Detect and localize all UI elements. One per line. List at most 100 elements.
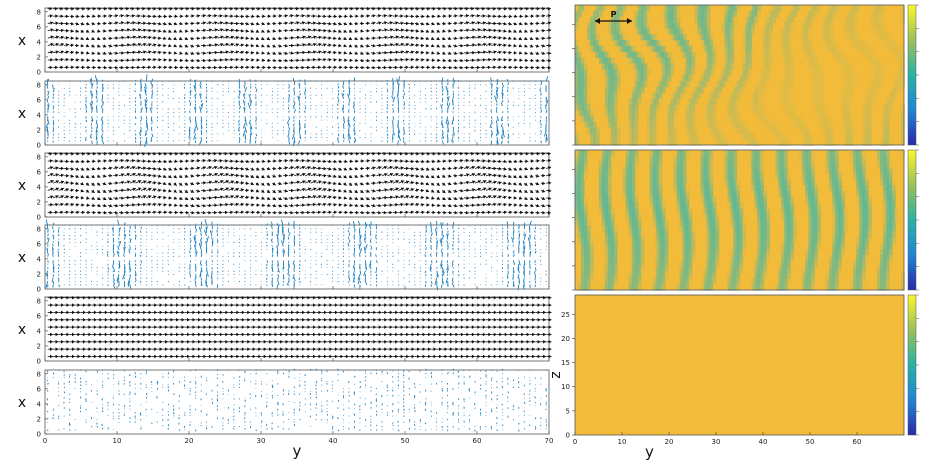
vector-arrowhead	[173, 182, 177, 186]
vector-arrowhead	[483, 50, 487, 54]
vector-arrowhead	[81, 65, 85, 70]
vector-arrow	[337, 93, 340, 96]
vector-arrow	[348, 98, 351, 103]
vector-arrowhead	[132, 50, 136, 55]
vector-arrowhead	[443, 14, 447, 18]
vector-arrowhead	[235, 180, 240, 185]
vector-arrowhead	[548, 181, 552, 185]
vector-arrow	[205, 96, 208, 100]
vector-arrowhead	[328, 58, 332, 62]
vector-arrowhead	[230, 14, 234, 18]
vector-arrowhead	[97, 174, 101, 178]
vector-arrow	[85, 109, 88, 113]
vector-arrowhead	[191, 159, 195, 163]
vector-arrowhead	[328, 181, 332, 185]
vector-arrowhead	[173, 196, 178, 200]
vector-arrowhead	[163, 58, 167, 62]
vector-arrowhead	[420, 181, 424, 186]
vector-arrowhead	[126, 151, 129, 156]
vector-arrowhead	[214, 43, 218, 47]
vector-arrowhead	[76, 159, 80, 164]
vector-arrowhead	[82, 151, 86, 156]
vector-arrowhead	[143, 173, 147, 177]
vector-arrowhead	[488, 28, 492, 33]
vector-arrowhead	[213, 6, 217, 11]
vector-arrowhead	[372, 14, 376, 18]
vector-arrowhead	[80, 188, 84, 193]
vector-arrow	[451, 136, 454, 142]
vector-arrowhead	[425, 174, 430, 178]
vector-arrow	[490, 82, 492, 86]
vector-arrowhead	[420, 29, 425, 33]
vector-arrowhead	[184, 44, 189, 48]
vector-arrowhead	[328, 195, 332, 199]
vector-arrowhead	[389, 28, 394, 32]
vector-arrow	[100, 116, 103, 121]
vector-arrowhead	[465, 203, 470, 208]
vector-arrowhead	[361, 210, 365, 215]
vector-arrow	[102, 140, 104, 145]
vector-arrowhead	[219, 151, 223, 156]
vector-arrowhead	[395, 50, 399, 55]
vector-arrowhead	[328, 174, 332, 178]
vector-arrowhead	[394, 14, 398, 18]
vector-arrowhead	[389, 158, 393, 163]
vector-arrowhead	[121, 43, 125, 48]
vector-arrow	[489, 123, 492, 129]
vector-arrowhead	[471, 203, 475, 208]
vector-arrow	[293, 126, 295, 132]
vector-arrowhead	[318, 50, 322, 54]
vector-arrowhead	[313, 28, 317, 32]
vector-arrowhead	[132, 42, 136, 47]
vector-arrowhead	[225, 173, 229, 177]
vector-arrow	[496, 130, 499, 136]
vector-arrowhead	[301, 158, 305, 163]
vector-arrowhead	[400, 173, 404, 177]
vector-arrowhead	[164, 210, 168, 215]
vector-arrowhead	[196, 203, 201, 208]
vector-arrow	[145, 107, 148, 113]
vector-arrow	[47, 78, 50, 82]
vector-arrowhead	[76, 151, 80, 156]
vector-arrow	[95, 89, 98, 96]
vector-arrowhead	[256, 51, 260, 55]
vector-arrowhead	[91, 29, 95, 33]
vector-arrowhead	[372, 6, 376, 11]
vector-arrowhead	[126, 6, 129, 11]
vector-arrow	[403, 107, 406, 110]
vector-arrow	[254, 140, 257, 144]
vector-arrowhead	[355, 14, 359, 18]
vector-arrowhead	[360, 166, 364, 171]
vector-arrow	[95, 95, 98, 100]
vector-arrowhead	[163, 36, 167, 41]
vector-arrowhead	[476, 6, 480, 11]
vector-arrowhead	[415, 43, 420, 48]
vector-arrowhead	[262, 58, 266, 63]
vector-arrowhead	[338, 167, 342, 171]
vector-arrowhead	[209, 51, 212, 55]
vector-arrowhead	[71, 65, 75, 70]
vector-arrowhead	[328, 65, 332, 70]
vector-arrowhead	[278, 181, 282, 186]
vector-arrowhead	[70, 167, 74, 171]
vector-arrowhead	[436, 29, 440, 33]
vector-arrow	[129, 274, 131, 278]
vector-arrow	[293, 119, 295, 122]
vector-arrowhead	[235, 43, 240, 47]
vector-arrowhead	[405, 187, 410, 191]
vector-arrowhead	[343, 36, 347, 40]
vector-arrowhead	[348, 44, 353, 48]
vector-arrowhead	[169, 14, 173, 19]
vector-arrow	[507, 82, 509, 86]
vector-arrowhead	[442, 166, 446, 171]
vector-arrowhead	[153, 166, 157, 171]
vector-arrow	[150, 126, 153, 130]
vector-arrowhead	[50, 172, 54, 177]
vector-arrow	[496, 93, 498, 100]
vector-arrowhead	[400, 195, 404, 199]
vector-arrowhead	[80, 174, 84, 178]
vector-arrow	[149, 107, 153, 113]
vector-arrow	[445, 85, 449, 93]
vector-arrowhead	[307, 58, 311, 62]
vector-arrowhead	[267, 203, 271, 208]
